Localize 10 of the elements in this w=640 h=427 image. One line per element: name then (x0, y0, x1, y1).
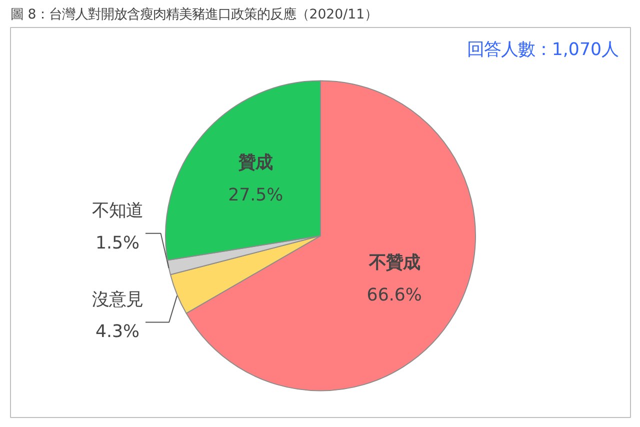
data-label: 27.5% (228, 185, 284, 206)
chart-title: 圖 8：台灣人對開放含瘦肉精美豬進口政策的反應（2020/11） (10, 6, 378, 22)
data-label: 1.5% (95, 233, 140, 254)
slice-label: 贊成 (238, 153, 273, 174)
slice-label: 沒意見 (92, 290, 143, 310)
data-label: 4.3% (95, 322, 140, 342)
slice-label: 不贊成 (368, 253, 420, 274)
text: 回答人數：1,070人 (466, 40, 619, 60)
slice-label: 不知道 (92, 201, 143, 222)
data-label: 66.6% (366, 285, 422, 306)
